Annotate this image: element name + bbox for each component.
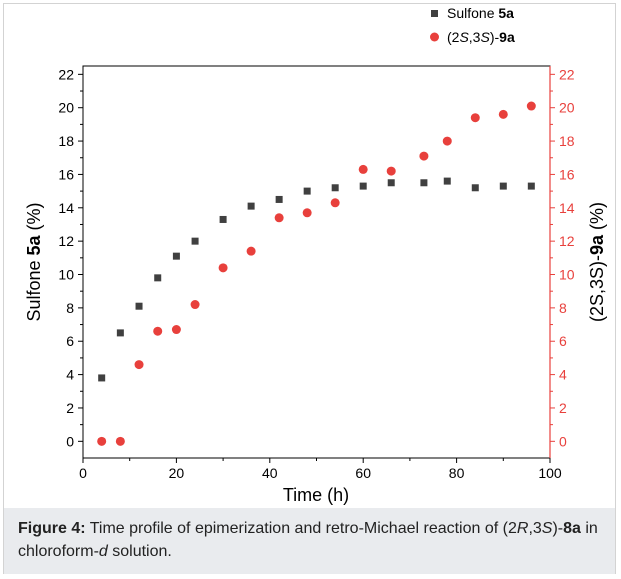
legend-label-sulfone: Sulfone 5a — [447, 5, 514, 21]
data-point-sulfone-5a — [359, 182, 367, 190]
data-point-9a — [153, 326, 163, 336]
data-point-sulfone-5a — [135, 302, 143, 310]
legend-marker-sulfone — [431, 10, 438, 17]
y-right-tick-label: 2 — [559, 400, 567, 416]
data-point-sulfone-5a — [275, 195, 283, 203]
caption-text: ,3 — [528, 520, 542, 537]
data-point-sulfone-5a — [527, 182, 535, 190]
data-point-9a — [115, 436, 125, 446]
x-tick-label: 80 — [449, 465, 465, 481]
data-point-9a — [442, 136, 452, 146]
caption-label: Figure 4: — [18, 520, 86, 537]
data-point-sulfone-5a — [303, 187, 311, 195]
data-point-9a — [134, 360, 144, 370]
data-point-sulfone-5a — [191, 237, 199, 245]
figure-caption: Figure 4: Time profile of epimerization … — [4, 508, 615, 574]
data-point-sulfone-5a — [116, 329, 124, 337]
data-point-sulfone-5a — [247, 202, 255, 210]
data-point-9a — [190, 300, 200, 310]
data-point-sulfone-5a — [443, 177, 451, 185]
y-right-tick-label: 22 — [559, 66, 575, 82]
data-point-9a — [274, 213, 284, 223]
data-point-9a — [358, 164, 368, 174]
x-tick-label: 20 — [169, 465, 185, 481]
y-right-tick-label: 16 — [559, 166, 575, 182]
x-axis-label: Time (h) — [283, 485, 349, 505]
data-point-sulfone-5a — [499, 182, 507, 190]
y-left-tick-label: 22 — [58, 66, 74, 82]
data-point-sulfone-5a — [98, 374, 106, 382]
caption-text: Time profile of epimerization and retro-… — [85, 520, 517, 537]
y-right-tick-label: 10 — [559, 267, 575, 283]
data-point-sulfone-5a — [154, 274, 162, 282]
data-point-sulfone-5a — [219, 215, 227, 223]
y-left-tick-label: 20 — [58, 100, 74, 116]
data-point-9a — [386, 166, 396, 176]
data-point-sulfone-5a — [420, 179, 428, 187]
y-right-tick-label: 14 — [559, 200, 575, 216]
legend: Sulfone 5a (2S,3S)-9a — [430, 5, 515, 45]
data-point-sulfone-5a — [471, 184, 479, 192]
y-right-tick-label: 4 — [559, 367, 567, 383]
y-left-tick-label: 4 — [66, 367, 74, 383]
data-point-sulfone-5a — [172, 252, 180, 260]
data-point-9a — [302, 208, 312, 218]
legend-marker-9a — [430, 32, 439, 42]
data-point-9a — [218, 263, 228, 273]
y-left-tick-label: 16 — [58, 166, 74, 182]
data-point-9a — [246, 246, 256, 256]
caption-italic-r: R — [516, 520, 529, 537]
x-tick-label: 60 — [355, 465, 371, 481]
y-left-tick-label: 6 — [66, 333, 74, 349]
y-right-tick-label: 0 — [559, 433, 567, 449]
y-axis-label-left: Sulfone 5a (%) — [24, 202, 44, 321]
y-right-tick-label: 12 — [559, 233, 575, 249]
caption-text: )- — [552, 520, 564, 537]
x-tick-label: 100 — [538, 465, 562, 481]
data-point-9a — [498, 109, 508, 119]
caption-text: solution. — [107, 543, 172, 560]
y-right-tick-label: 20 — [559, 100, 575, 116]
figure-frame — [3, 3, 616, 574]
y-right-tick-label: 18 — [559, 133, 575, 149]
data-point-9a — [470, 113, 480, 123]
data-point-9a — [419, 151, 429, 161]
caption-text: in chloroform- — [18, 520, 598, 560]
y-left-tick-label: 2 — [66, 400, 74, 416]
y-left-tick-label: 8 — [66, 300, 74, 316]
data-point-9a — [171, 325, 181, 335]
caption-italic-s: S — [541, 520, 553, 537]
y-left-tick-label: 18 — [58, 133, 74, 149]
data-point-9a — [97, 436, 107, 446]
data-point-9a — [526, 101, 536, 111]
y-axis-label-right: (2S,3S)-9a (%) — [587, 202, 607, 322]
caption-compound-8a: 8a — [563, 520, 581, 537]
y-left-tick-label: 14 — [58, 200, 74, 216]
points-group — [97, 101, 536, 446]
plot-area-frame — [82, 65, 551, 459]
x-tick-label: 0 — [79, 465, 87, 481]
y-left-tick-label: 10 — [58, 267, 74, 283]
legend-label-9a: (2S,3S)-9a — [447, 29, 515, 45]
data-point-9a — [330, 198, 340, 208]
y-right-tick-label: 8 — [559, 300, 567, 316]
caption-italic-d: d — [98, 543, 108, 560]
data-point-sulfone-5a — [387, 179, 395, 187]
y-right-tick-label: 6 — [559, 333, 567, 349]
data-point-sulfone-5a — [331, 184, 339, 192]
x-tick-label: 40 — [262, 465, 278, 481]
y-left-tick-label: 12 — [58, 233, 74, 249]
y-left-tick-label: 0 — [66, 433, 74, 449]
